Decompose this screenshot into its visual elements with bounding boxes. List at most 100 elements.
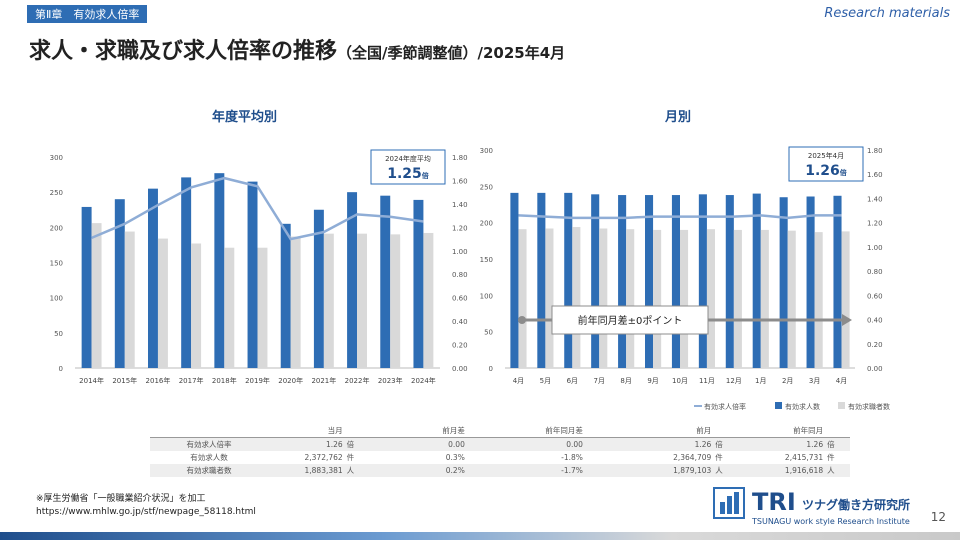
x-tick-label: 12月 — [726, 377, 742, 385]
x-tick-label: 10月 — [672, 377, 688, 385]
y2-tick-label: 0.60 — [867, 292, 883, 300]
x-tick-label: 2024年 — [411, 376, 436, 385]
bar-seekers — [814, 232, 823, 368]
x-tick-label: 2021年 — [311, 376, 336, 385]
y2-tick-label: 0.00 — [867, 365, 883, 373]
x-tick-label: 2014年 — [79, 376, 104, 385]
table-header: 前年同月差 — [466, 424, 585, 438]
page-number: 12 — [930, 510, 946, 524]
bar-seekers — [572, 227, 581, 368]
table-cell: 件 — [715, 453, 723, 462]
bar-seekers — [224, 247, 235, 368]
y2-tick-label: 0.20 — [867, 341, 883, 349]
callout-label: 2025年4月 — [808, 151, 844, 160]
source-url[interactable]: https://www.mhlw.go.jp/stf/newpage_58118… — [36, 507, 256, 517]
x-tick-label: 2020年 — [278, 376, 303, 385]
x-tick-label: 2019年 — [245, 376, 270, 385]
bar-seekers — [423, 232, 434, 368]
table-cell: 0.3% — [445, 453, 465, 462]
y2-tick-label: 0.60 — [452, 295, 468, 303]
y-tick-label: 150 — [480, 256, 493, 264]
y-tick-label: 300 — [480, 147, 493, 155]
tri-logo: TRI ツナグ働き方研究所 TSUNAGU work style Researc… — [713, 487, 910, 526]
x-tick-label: 2022年 — [345, 376, 370, 385]
logo-jp: ツナグ働き方研究所 — [802, 497, 910, 512]
callout-value: 1.26倍 — [805, 163, 847, 179]
bar-seekers — [390, 234, 401, 368]
x-tick-label: 4月 — [836, 377, 847, 385]
table-cell: 1,916,618 — [738, 464, 826, 477]
bar-openings — [833, 195, 842, 368]
y2-tick-label: 0.80 — [452, 271, 468, 279]
annual-chart: 0 50 100 150 200 250 300 0.00 0.20 0.40 0.60 0.80 1.… — [50, 149, 468, 385]
y2-tick-label: 1.80 — [867, 147, 883, 155]
table-cell: 人 — [344, 464, 370, 477]
y-tick-label: 250 — [480, 183, 493, 191]
y2-tick-label: 0.00 — [452, 365, 468, 373]
bar-openings — [510, 192, 519, 368]
table-row: 有効求職者数 1,883,381 人 0.2% -1.7% 1,879,103 人 1,916… — [150, 464, 850, 477]
bar-seekers — [733, 229, 742, 368]
y-tick-label: 100 — [50, 295, 63, 303]
y2-tick-label: 1.60 — [452, 177, 468, 185]
bar-seekers — [760, 229, 769, 368]
bar-openings — [618, 195, 627, 368]
title-sub: （全国/季節調整値） — [337, 44, 478, 62]
bar-seekers — [545, 228, 554, 368]
table-header-row: 当月 前月差 前年同月差 前月 前年同月 — [150, 424, 850, 438]
table-cell: 有効求人数 — [190, 453, 228, 462]
legend-seekers-swatch — [838, 402, 845, 409]
ratio-line — [518, 214, 842, 220]
y-tick-label: 0 — [59, 365, 63, 373]
annotation-text: 前年同月差±0ポイント — [578, 314, 683, 327]
y2-tick-label: 1.20 — [452, 224, 468, 232]
table-cell: 人 — [825, 464, 850, 477]
bar-seekers — [91, 223, 102, 368]
table-cell: 2,415,731 — [784, 453, 824, 462]
bar-openings — [779, 197, 788, 368]
x-tick-label: 2015年 — [112, 376, 137, 385]
y2-tick-label: 1.00 — [452, 248, 468, 256]
y-tick-label: 300 — [50, 154, 63, 162]
bar-openings — [537, 192, 546, 368]
bar-openings — [247, 181, 258, 368]
page-title: 求人・求職及び求人倍率の推移（全国/季節調整値）/2025年4月 — [29, 33, 565, 65]
y2-tick-label: 1.20 — [867, 220, 883, 228]
bar-openings — [181, 177, 192, 368]
table-header: 前月 — [584, 424, 714, 438]
bar-openings — [380, 195, 391, 368]
table-cell: 1.26 — [584, 437, 714, 451]
x-tick-label: 3月 — [809, 377, 820, 385]
table-header — [150, 424, 269, 438]
y-tick-label: 200 — [50, 224, 63, 232]
summary-table: 当月 前月差 前年同月差 前月 前年同月 有効求人倍率 1.26 倍 0.00 0.00… — [150, 424, 850, 477]
table-cell: 1.26 — [738, 437, 826, 451]
logo-mark: TRI — [752, 488, 796, 516]
legend-openings-swatch — [775, 402, 782, 409]
y2-tick-label: 1.60 — [867, 171, 883, 179]
bar-openings — [564, 192, 573, 368]
callout-value: 1.25倍 — [387, 166, 429, 182]
bar-openings — [280, 223, 291, 368]
y2-tick-label: 0.20 — [452, 342, 468, 350]
bar-seekers — [124, 231, 135, 368]
annotation-arrow-head — [842, 314, 852, 326]
chart1-title: 年度平均別 — [212, 110, 278, 125]
table-cell: 件 — [346, 453, 355, 462]
table-cell: 0.00 — [466, 437, 585, 451]
bar-openings — [806, 196, 815, 368]
callout-unit: 倍 — [840, 168, 847, 177]
y-tick-label: 200 — [480, 220, 493, 228]
x-tick-label: 2023年 — [378, 376, 403, 385]
x-tick-label: 2018年 — [212, 376, 237, 385]
bar-seekers — [787, 230, 796, 368]
x-tick-label: 2016年 — [146, 376, 171, 385]
y2-tick-label: 0.80 — [867, 268, 883, 276]
table-cell: 0.2% — [369, 464, 467, 477]
table-header: 前年同月 — [738, 424, 826, 438]
logo-en: TSUNAGU work style Research Institute — [751, 517, 910, 526]
x-tick-label: 5月 — [540, 377, 551, 385]
table-cell: 有効求職者数 — [150, 464, 269, 477]
y-tick-label: 50 — [484, 329, 493, 337]
bar-openings — [313, 209, 324, 368]
